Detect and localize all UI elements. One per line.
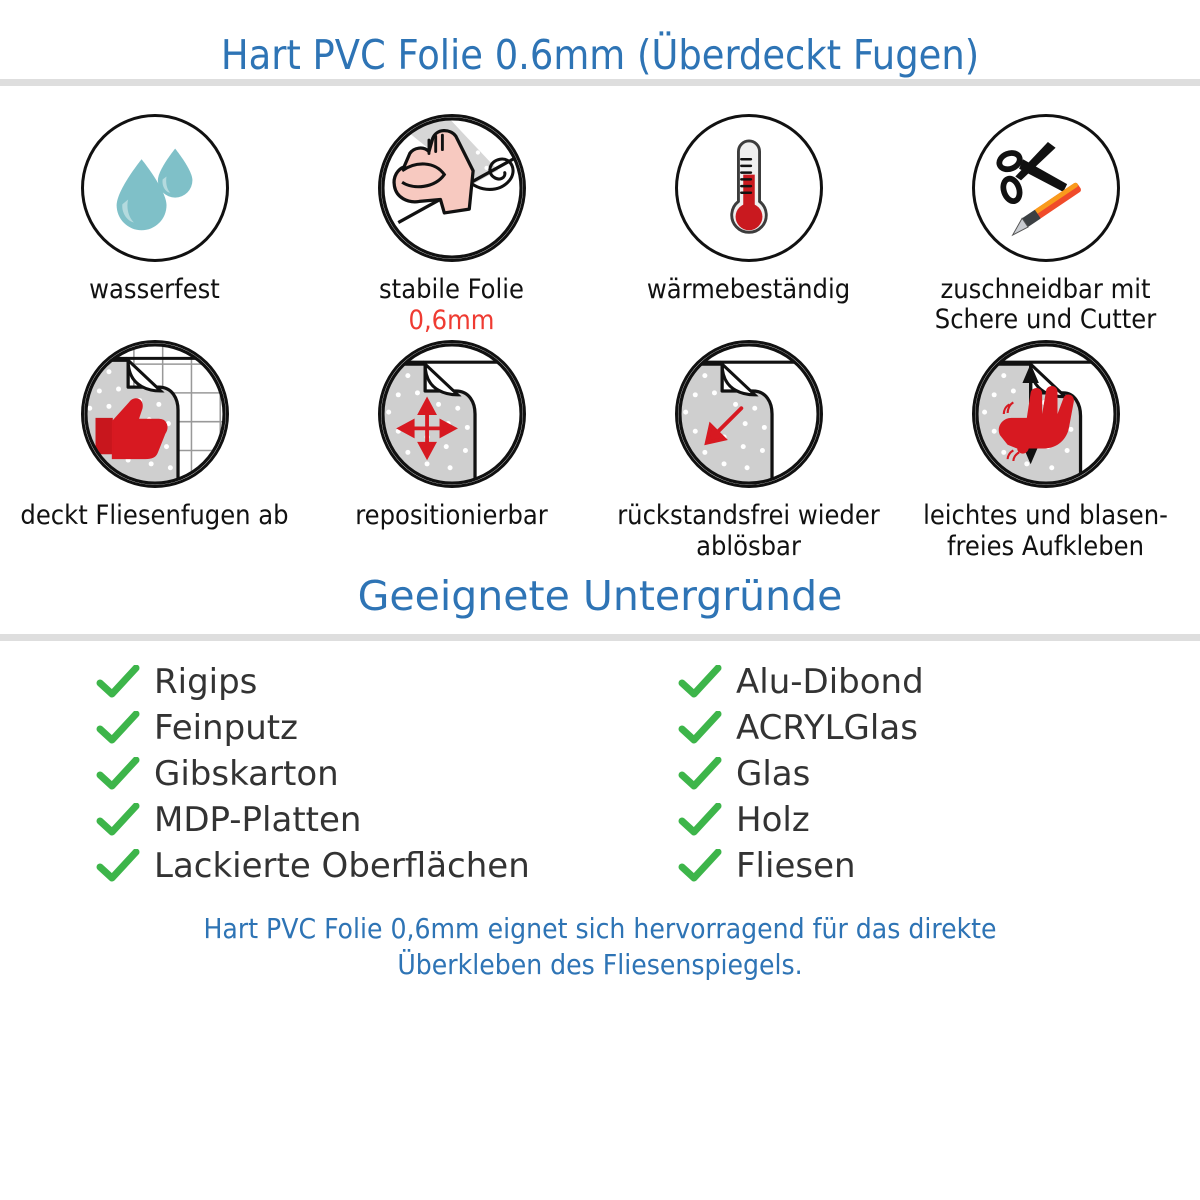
feature-waermebestaendig: wärmebeständig	[600, 114, 897, 336]
feature-stabile-folie: stabile Folie 0,6mm	[303, 114, 600, 336]
flexing-arm-foil-icon	[377, 114, 526, 262]
feature-label: rückstandsfrei wieder ablösbar	[617, 500, 880, 562]
feature-label: repositionierbar	[355, 500, 548, 532]
water-drops-icon	[80, 114, 229, 262]
substrate-label: Gibskarton	[154, 753, 339, 794]
feature-label: wärmebeständig	[646, 274, 851, 305]
list-item: Alu-Dibond	[678, 659, 1200, 705]
substrate-label: Glas	[736, 753, 811, 794]
substrate-column-left: Rigips Feinputz Gibskarton MDP-Platten L…	[0, 659, 600, 889]
feature-label: wasserfest	[89, 274, 220, 305]
substrate-checklists: Rigips Feinputz Gibskarton MDP-Platten L…	[0, 641, 1200, 889]
divider-bottom	[0, 633, 1200, 641]
feature-wasserfest: wasserfest	[6, 114, 303, 336]
check-icon	[678, 664, 722, 699]
feature-label: leichtes und blasen- freies Aufkleben	[923, 500, 1168, 562]
substrate-label: Lackierte Oberflächen	[154, 845, 530, 886]
thumbs-up-tiles-icon	[80, 340, 229, 489]
footer-note: Hart PVC Folie 0,6mm eignet sich hervorr…	[0, 889, 1200, 983]
check-icon	[678, 848, 722, 883]
list-item: Gibskarton	[96, 751, 600, 797]
check-icon	[678, 756, 722, 791]
list-item: ACRYLGlas	[678, 705, 1200, 751]
feature-grid: wasserfest	[0, 86, 1200, 562]
list-item: Glas	[678, 751, 1200, 797]
scissors-cutter-icon	[971, 114, 1120, 262]
list-item: Rigips	[96, 659, 600, 705]
smoothing-hand-icon	[971, 340, 1120, 489]
check-icon	[96, 710, 140, 745]
feature-zuschneidbar: zuschneidbar mit Schere und Cutter	[897, 114, 1194, 336]
substrate-label: Rigips	[154, 661, 258, 702]
list-item: Feinputz	[96, 705, 600, 751]
page-title: Hart PVC Folie 0.6mm (Überdeckt Fugen)	[220, 31, 980, 79]
substrate-label: Holz	[736, 799, 810, 840]
substrate-label: Fliesen	[736, 845, 856, 886]
four-way-arrow-icon	[377, 340, 526, 489]
feature-label: zuschneidbar mit Schere und Cutter	[934, 274, 1157, 336]
feature-thickness-label: 0,6mm	[408, 305, 495, 337]
substrate-column-right: Alu-Dibond ACRYLGlas Glas Holz Fliesen	[600, 659, 1200, 889]
list-item: MDP-Platten	[96, 797, 600, 843]
feature-label: stabile Folie	[379, 274, 524, 305]
check-icon	[678, 710, 722, 745]
thermometer-icon	[674, 114, 823, 262]
feature-label: deckt Fliesenfugen ab	[20, 500, 289, 532]
substrate-label: ACRYLGlas	[736, 707, 918, 748]
feature-deckt-fliesenfugen: deckt Fliesenfugen ab	[6, 340, 303, 561]
footer-line-1: Hart PVC Folie 0,6mm eignet sich hervorr…	[203, 911, 997, 945]
divider-top	[0, 79, 1200, 86]
section-title-substrates: Geeignete Untergründe	[357, 571, 843, 620]
peel-arrow-icon	[674, 340, 823, 489]
substrate-label: Feinputz	[154, 707, 298, 748]
feature-rueckstandsfrei: rückstandsfrei wieder ablösbar	[600, 340, 897, 561]
list-item: Lackierte Oberflächen	[96, 843, 600, 889]
substrate-label: Alu-Dibond	[736, 661, 924, 702]
feature-aufkleben: leichtes und blasen- freies Aufkleben	[897, 340, 1194, 561]
list-item: Holz	[678, 797, 1200, 843]
check-icon	[96, 802, 140, 837]
feature-repositionierbar: repositionierbar	[303, 340, 600, 561]
list-item: Fliesen	[678, 843, 1200, 889]
check-icon	[678, 802, 722, 837]
check-icon	[96, 848, 140, 883]
check-icon	[96, 756, 140, 791]
substrate-label: MDP-Platten	[154, 799, 362, 840]
check-icon	[96, 664, 140, 699]
footer-line-2: Überkleben des Fliesenspiegels.	[397, 947, 803, 981]
